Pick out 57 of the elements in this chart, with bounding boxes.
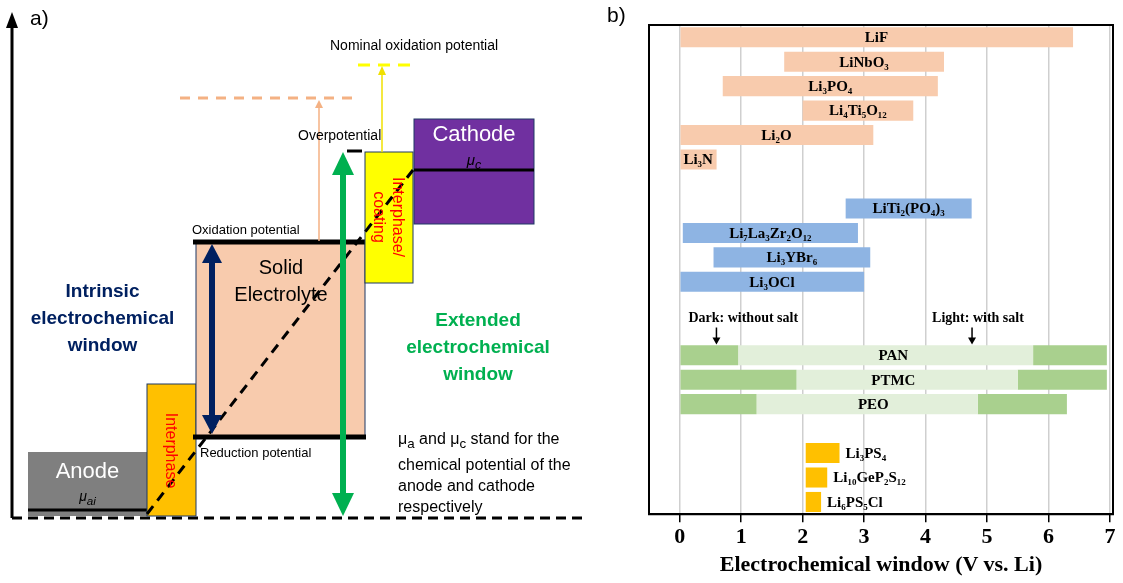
x-axis-title: Electrochemical window (V vs. Li) bbox=[719, 551, 1043, 577]
x-tick-label: 4 bbox=[920, 523, 932, 549]
bar bbox=[784, 51, 944, 72]
chart-title: b) bbox=[607, 3, 626, 27]
bar bbox=[713, 247, 871, 268]
x-tick-label: 1 bbox=[735, 523, 747, 549]
bar bbox=[738, 345, 1034, 366]
category-label: Li₃N bbox=[683, 151, 713, 168]
bar bbox=[680, 125, 874, 146]
text: Interphase/ coating bbox=[370, 175, 408, 260]
text: Anode bbox=[54, 457, 121, 485]
bar bbox=[1033, 345, 1107, 366]
category-label: PTMC bbox=[871, 371, 916, 388]
bar bbox=[722, 76, 938, 97]
bar bbox=[977, 394, 1067, 415]
x-tick-label: 6 bbox=[1042, 523, 1054, 549]
category-label: LiF bbox=[864, 29, 889, 46]
category-label: Li₂O bbox=[761, 126, 792, 143]
bar bbox=[680, 271, 865, 292]
bar bbox=[1017, 369, 1107, 390]
category-label: Li₇La₃Zr₂O₁₂ bbox=[729, 224, 812, 241]
text: Nominal oxidation potential bbox=[330, 36, 499, 54]
text: Interphase bbox=[161, 411, 181, 490]
text: a) bbox=[30, 6, 49, 30]
category-label: Li₃PO₄ bbox=[808, 78, 853, 95]
category-label: LiTi₂(PO₄)₃ bbox=[872, 200, 945, 217]
x-tick-label: 5 bbox=[981, 523, 993, 549]
text: μ$_{a}$ and μ$_{c}$ stand for the chemical potential of the anode and cathode respectively bbox=[398, 429, 572, 518]
category-label: PAN bbox=[878, 347, 909, 364]
annotation: Dark: without salt bbox=[688, 310, 799, 326]
category-label: Li₆PS₅Cl bbox=[827, 493, 883, 510]
category-label: Li₃OCl bbox=[749, 273, 795, 290]
text: Extended electrochemical window bbox=[405, 308, 551, 386]
x-tick-label: 7 bbox=[1104, 523, 1116, 549]
bar bbox=[680, 27, 1074, 48]
category-label: Li₁₀GeP₂S₁₂ bbox=[833, 469, 906, 486]
annotation: Light: with salt bbox=[932, 310, 1025, 326]
text: Reduction potential bbox=[200, 445, 312, 461]
text: μ$_{c}$ bbox=[465, 150, 483, 174]
x-tick-label: 0 bbox=[674, 523, 686, 549]
text: Intrinsic electrochemical window bbox=[29, 279, 176, 357]
bar bbox=[805, 491, 822, 512]
category-label: Li₃PS₄ bbox=[845, 444, 887, 461]
category-label: LiNbO₃ bbox=[839, 53, 889, 70]
category-label: PEO bbox=[857, 396, 889, 413]
x-tick-label: 3 bbox=[858, 523, 870, 549]
text: μ$_{ai}$ bbox=[78, 487, 97, 509]
bar bbox=[756, 394, 978, 415]
bar bbox=[805, 467, 828, 488]
text: Oxidation potential bbox=[192, 222, 300, 238]
category-label: Li₃YBr₆ bbox=[766, 249, 818, 266]
text: Overpotential bbox=[298, 126, 382, 144]
category-label: Li₄Ti₅O₁₂ bbox=[829, 102, 887, 119]
x-tick-label: 2 bbox=[797, 523, 809, 549]
bar bbox=[805, 443, 840, 464]
text: Cathode bbox=[431, 120, 517, 148]
bar bbox=[796, 369, 1018, 390]
